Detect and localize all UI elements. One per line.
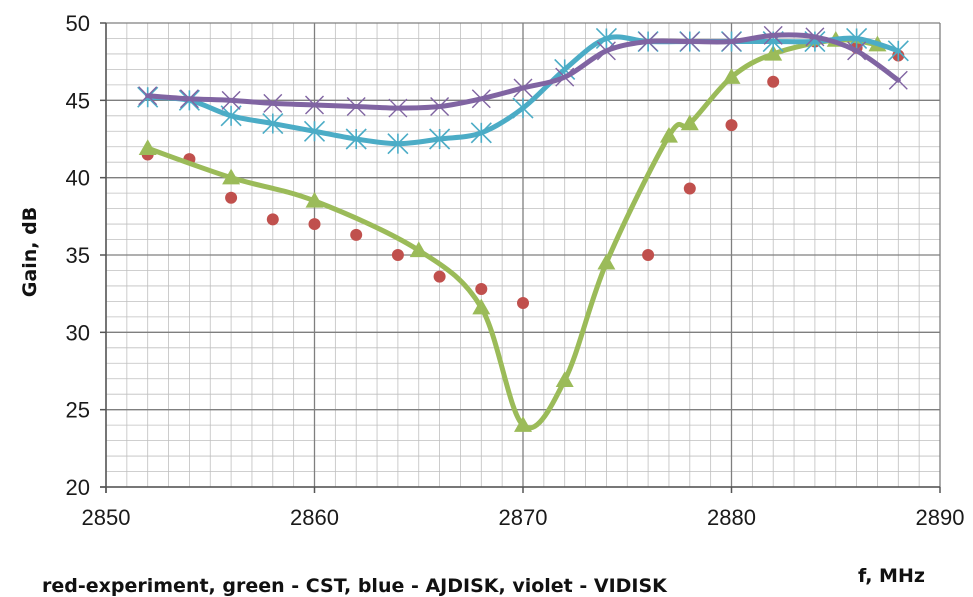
y-axis-title: Gain, dB [19,207,41,297]
marker-stroke [179,89,199,109]
marker-stroke [722,32,741,52]
y-tick-label: 50 [66,11,90,36]
marker-stroke [638,32,658,52]
data-point [350,228,363,241]
data-point [722,68,741,84]
data-point [596,41,616,61]
data-point [266,213,279,226]
data-point [305,191,324,208]
marker-stroke [888,70,908,90]
x-tick-label: 2870 [499,505,548,530]
data-point [429,128,451,150]
marker-stroke [596,41,616,61]
data-point [513,78,533,98]
data-point [597,253,616,270]
data-point [475,283,488,296]
data-point [887,40,909,62]
data-point [680,114,699,131]
data-point [263,93,283,113]
data-point [388,98,408,118]
x-tick-label: 2860 [290,505,339,530]
data-point [805,27,825,47]
data-point [638,32,658,52]
data-point [680,32,700,52]
marker-stroke [221,90,241,110]
marker-stroke [847,41,867,61]
marker-stroke [763,25,783,45]
marker-stroke [805,27,825,47]
data-point [642,249,655,261]
data-point [225,191,238,204]
marker-stroke [680,32,700,52]
marker-stroke [471,89,491,109]
data-point [179,89,199,109]
x-axis-title: f, MHz [858,565,925,587]
marker-stroke [346,97,366,117]
y-tick-label: 20 [66,475,90,500]
marker-stroke [138,86,158,106]
data-point [512,97,534,119]
x-tick-label: 2890 [916,505,965,530]
data-point [555,371,574,388]
data-point [471,89,491,109]
data-point [722,32,741,52]
data-point [308,218,321,231]
marker-stroke [388,98,408,118]
data-point [725,119,738,132]
y-tick-label: 25 [66,398,90,423]
data-point [345,128,367,150]
data-point [847,41,867,61]
data-point [433,270,446,283]
y-tick-labels: 20 25 30 35 40 45 50 [66,11,90,500]
axes [100,22,941,493]
marker-stroke [513,78,533,98]
series-layer [137,25,909,432]
data-point [222,168,241,185]
marker-stroke [555,67,575,87]
data-point [763,25,783,45]
x-tick-label: 2850 [82,505,131,530]
data-point [555,67,575,87]
y-tick-label: 30 [66,320,90,345]
data-point [409,241,428,258]
x-tick-label: 2880 [707,505,756,530]
marker-stroke [263,93,283,113]
data-point [514,416,532,432]
data-point [470,122,492,144]
data-point [391,249,404,261]
data-point [683,182,696,195]
series-2 [137,27,909,155]
data-point [764,44,783,61]
data-point [262,112,284,135]
y-tick-label: 40 [66,166,90,191]
chart-caption: red-experiment, green - CST, blue - AJDI… [42,575,668,597]
data-point [387,133,409,155]
data-point [303,120,326,142]
data-point [767,75,780,88]
data-point [659,126,678,143]
data-point [430,97,450,117]
data-point [346,97,366,117]
y-tick-label: 35 [66,243,90,268]
series-1 [138,31,887,432]
data-point [305,95,324,115]
y-tick-label: 45 [66,88,90,113]
x-tick-labels: 2850 2860 2870 2880 2890 [82,505,965,530]
data-point [138,86,158,106]
data-point [517,296,529,309]
series-line [145,37,880,431]
data-point [472,298,491,315]
data-point [138,139,157,156]
data-point [221,90,241,110]
marker-stroke [305,95,324,115]
data-point [220,105,242,127]
data-point [888,70,908,90]
marker-stroke [430,97,450,117]
series-3 [138,25,908,118]
